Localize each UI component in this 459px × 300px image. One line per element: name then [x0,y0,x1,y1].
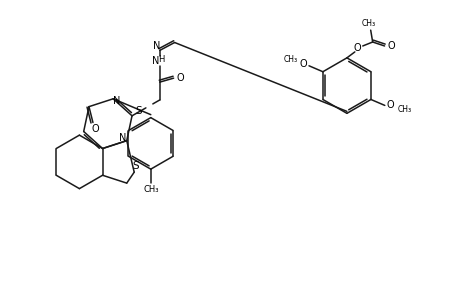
Text: O: O [176,73,184,83]
Text: CH₃: CH₃ [361,19,375,28]
Text: S: S [132,161,138,171]
Text: N: N [152,56,159,66]
Text: O: O [352,43,360,53]
Text: O: O [299,59,306,69]
Text: H: H [158,55,165,64]
Text: N: N [153,41,160,52]
Text: CH₃: CH₃ [284,55,297,64]
Text: S: S [135,106,142,116]
Text: N: N [119,133,126,143]
Text: O: O [91,124,99,134]
Text: O: O [386,100,394,110]
Text: CH₃: CH₃ [143,185,158,194]
Text: O: O [387,41,394,51]
Text: CH₃: CH₃ [397,105,411,114]
Text: N: N [113,96,121,106]
